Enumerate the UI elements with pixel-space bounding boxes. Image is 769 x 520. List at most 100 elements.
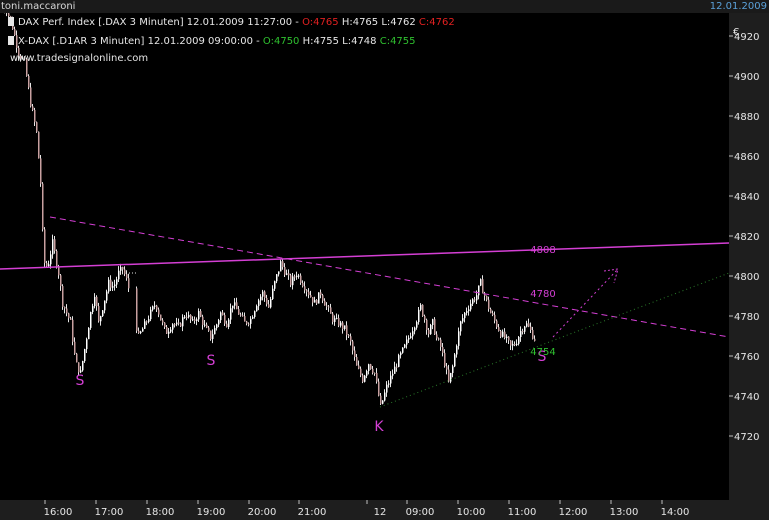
candle-body	[286, 273, 288, 275]
candle-body	[162, 320, 164, 323]
candle-body	[58, 266, 60, 276]
candle-body	[302, 282, 304, 287]
candle-body	[482, 279, 484, 294]
y-tick-label: 4800	[734, 272, 759, 283]
trend-line	[49, 216, 729, 338]
candle-body	[412, 331, 414, 337]
candle-body	[48, 264, 50, 267]
time-axis-svg: 16:00 17:00 18:00 19:00 20:00 21:00 12 09:00 10:…	[44, 500, 690, 518]
candle-body	[290, 275, 292, 286]
candle-body	[476, 295, 478, 301]
candle-body	[282, 261, 284, 268]
legend-low: L:4748	[342, 36, 377, 47]
candle-body	[426, 319, 428, 330]
candle-body	[150, 309, 152, 320]
candle-body	[166, 326, 168, 334]
x-tick-label: 18:00	[146, 507, 175, 518]
candle-body	[204, 324, 206, 326]
candle-body	[346, 325, 348, 336]
legend-low: L:4762	[381, 17, 416, 28]
candle-body	[520, 330, 522, 337]
candle-body	[332, 313, 334, 322]
candle-body	[220, 312, 222, 321]
candle-body	[154, 305, 156, 307]
candle-body	[264, 291, 266, 298]
chart-plot-area[interactable]: S S K S 4808 4780 4754	[0, 13, 729, 500]
legend-close: C:4762	[418, 17, 455, 28]
candle-body	[20, 56, 22, 59]
candle-body	[200, 311, 202, 317]
candle-body	[288, 273, 290, 276]
pattern-label: K	[374, 419, 384, 435]
candle-body	[320, 292, 322, 296]
candle-body	[534, 338, 536, 341]
x-tick-label: 13:00	[610, 507, 639, 518]
chart-svg[interactable]: S S K S 4808 4780 4754	[0, 13, 729, 500]
candle-body	[26, 59, 28, 76]
candle-body	[368, 364, 370, 371]
candle-body	[18, 47, 20, 57]
candle-body	[496, 320, 498, 328]
candle-body	[336, 317, 338, 319]
candle-body	[410, 336, 412, 338]
line-value-label: 4754	[530, 347, 555, 358]
candle-body	[408, 337, 410, 340]
price-axis-svg: €4720 4740 4760 4780 4800 4820 4840 4860 4880 490…	[729, 27, 759, 443]
trend-line	[552, 268, 619, 338]
candle-body	[510, 340, 512, 346]
candle-body	[298, 275, 300, 277]
candle-body	[364, 375, 366, 382]
line-value-label: 4808	[530, 245, 555, 256]
price-axis[interactable]: €4720 4740 4760 4780 4800 4820 4840 4860 4880 490…	[729, 13, 769, 520]
candle-body	[68, 313, 70, 319]
candle-body	[312, 297, 314, 303]
candle-body	[22, 58, 24, 60]
candle-body	[360, 368, 362, 376]
candle-body	[432, 319, 434, 326]
candle-body	[188, 314, 190, 318]
candle-body	[170, 329, 172, 332]
legend-xdax: X-DAX [.D1AR 3 Minuten] 12.01.2009 09:00…	[8, 36, 416, 47]
candle-body	[488, 299, 490, 310]
candle-body	[100, 316, 102, 322]
candle-body	[198, 311, 200, 320]
candle-body	[526, 323, 528, 327]
candle-body	[34, 109, 36, 123]
candle-body	[230, 308, 232, 320]
candle-body	[358, 365, 360, 369]
candle-body	[232, 305, 234, 309]
legend-close: C:4755	[379, 36, 416, 47]
candle-body	[226, 323, 228, 327]
candle-body	[272, 288, 274, 300]
candle-body	[118, 270, 120, 280]
pattern-label: S	[76, 373, 85, 389]
candle-body	[212, 334, 214, 340]
title-bar: toni.maccaroni 12.01.2009	[0, 0, 769, 13]
x-tick-label: 12	[374, 507, 387, 518]
candle-body	[262, 291, 264, 297]
candle-body	[280, 261, 282, 272]
candle-body	[98, 306, 100, 322]
candle-body	[448, 369, 450, 382]
x-tick-label: 14:00	[661, 507, 690, 518]
candle-body	[128, 278, 130, 289]
time-axis[interactable]: 16:00 17:00 18:00 19:00 20:00 21:00 12 09:00 10:…	[0, 500, 729, 520]
candle-body	[62, 286, 64, 307]
candle-body	[126, 274, 128, 279]
candle-body	[176, 322, 178, 325]
candle-body	[268, 304, 270, 308]
candle-body	[458, 331, 460, 346]
candle-body	[310, 295, 312, 298]
legend-label: X-DAX [.D1AR 3 Minuten] 12.01.2009 09:00…	[18, 36, 260, 47]
legend-open: O:4750	[262, 36, 300, 47]
candle-body	[386, 384, 388, 393]
candle-body	[172, 324, 174, 330]
user-name: toni.maccaroni	[1, 1, 76, 12]
candle-body	[160, 314, 162, 321]
candle-body	[228, 319, 230, 327]
candle-body	[470, 303, 472, 310]
candle-body	[362, 375, 364, 382]
watermark: www.tradesignalonline.com	[10, 53, 149, 64]
candle-body	[304, 286, 306, 291]
candle-body	[182, 317, 184, 327]
